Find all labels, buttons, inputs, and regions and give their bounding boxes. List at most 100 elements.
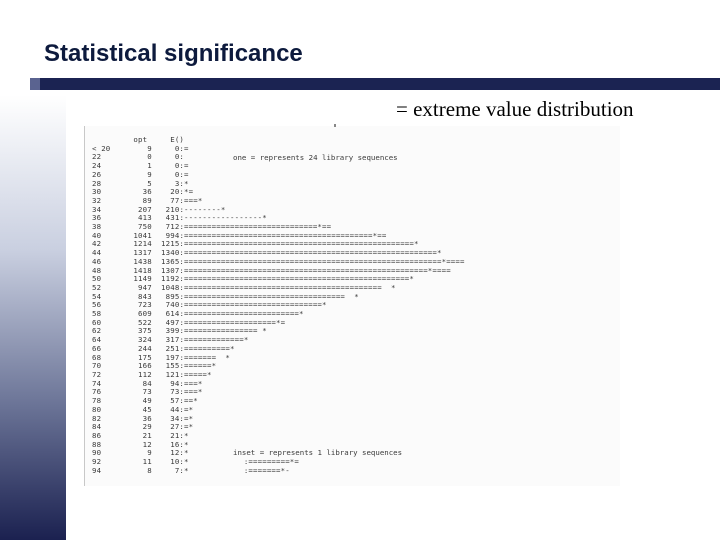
header-opt: opt bbox=[133, 135, 148, 144]
row-score: 60 bbox=[92, 317, 102, 327]
row-expected: 3 bbox=[174, 178, 180, 188]
row-score: 38 bbox=[92, 222, 102, 232]
histogram-row: 56 723 740:=============================… bbox=[92, 301, 465, 310]
row-expected: 155 bbox=[165, 361, 180, 371]
row-opt: 1214 bbox=[133, 239, 152, 249]
row-expected: 712 bbox=[165, 222, 180, 232]
row-score: 76 bbox=[92, 387, 102, 397]
histogram-row: 94 8 7:* :=======*- bbox=[92, 465, 465, 476]
row-bar: :===* bbox=[179, 195, 203, 205]
row-opt: 244 bbox=[138, 343, 152, 353]
row-bar: :* :=======*- bbox=[179, 465, 290, 475]
row-score: 32 bbox=[92, 195, 102, 205]
histogram-row: 92 11 10:* :=========*= bbox=[92, 457, 465, 467]
row-opt: 166 bbox=[138, 361, 152, 371]
title-bar-accent bbox=[30, 78, 40, 90]
row-opt: 36 bbox=[142, 413, 152, 423]
row-expected: 21 bbox=[170, 430, 180, 440]
histogram-row: 32 89 77:===* bbox=[92, 195, 465, 206]
row-opt: 723 bbox=[138, 300, 152, 310]
row-expected: 121 bbox=[165, 369, 180, 379]
left-gradient-panel bbox=[0, 95, 66, 540]
row-score: 42 bbox=[92, 239, 102, 249]
histogram-row: 48 1418 1307:===========================… bbox=[92, 265, 465, 276]
row-expected: 1048 bbox=[161, 282, 180, 292]
row-bar: :* bbox=[179, 430, 189, 440]
row-opt: 73 bbox=[142, 387, 152, 397]
row-bar: :====================*= bbox=[179, 317, 286, 327]
row-expected: 10 bbox=[170, 457, 180, 467]
row-opt: 609 bbox=[138, 309, 152, 319]
row-expected: 0 bbox=[174, 143, 180, 153]
row-expected: 0 bbox=[174, 161, 180, 171]
row-opt: 750 bbox=[138, 222, 152, 232]
row-opt: 29 bbox=[142, 422, 152, 432]
row-expected: 44 bbox=[170, 404, 180, 414]
row-bar: :=* bbox=[179, 413, 194, 423]
row-expected: 12 bbox=[170, 448, 180, 458]
histogram-row: 38 750 712:=============================… bbox=[92, 222, 465, 232]
row-score: 50 bbox=[92, 274, 102, 284]
row-score: < 20 bbox=[92, 143, 111, 153]
row-expected: 895 bbox=[165, 291, 180, 301]
row-bar: := bbox=[179, 169, 189, 179]
row-bar: :=====* bbox=[179, 369, 212, 379]
row-opt: 843 bbox=[138, 291, 152, 301]
row-opt: 1317 bbox=[133, 248, 152, 258]
row-expected: 1365 bbox=[161, 256, 180, 266]
row-opt: 207 bbox=[138, 204, 152, 214]
row-score: 82 bbox=[92, 413, 102, 423]
row-bar: :=================================== * bbox=[179, 291, 359, 301]
row-expected: 20 bbox=[170, 187, 180, 197]
histogram-row: 46 1438 1365:===========================… bbox=[92, 256, 465, 267]
row-score: 72 bbox=[92, 369, 102, 379]
row-bar: :=======================================… bbox=[179, 248, 442, 258]
slide-title: Statistical significance bbox=[44, 40, 303, 67]
histogram-row: 26 9 0:= bbox=[92, 169, 465, 180]
histogram-row: 52 947 1048:============================… bbox=[92, 282, 465, 293]
row-bar: :* :=========*= bbox=[179, 457, 300, 467]
row-opt: 21 bbox=[142, 430, 152, 440]
histogram-row: 40 1041 994:============================… bbox=[92, 230, 465, 241]
row-bar: :===* bbox=[179, 378, 203, 388]
row-opt: 413 bbox=[138, 213, 152, 223]
histogram-row: 62 375 399:================ * bbox=[92, 327, 465, 336]
histogram-row: 90 9 12:* bbox=[92, 448, 465, 458]
row-expected: 994 bbox=[165, 230, 180, 240]
histogram-row: 74 84 94:===* bbox=[92, 378, 465, 389]
row-bar: :* bbox=[179, 439, 189, 449]
row-bar: : bbox=[179, 152, 185, 162]
row-expected: 197 bbox=[165, 352, 180, 362]
row-bar: :=============================*== bbox=[179, 222, 332, 232]
row-expected: 94 bbox=[170, 378, 180, 388]
row-opt: 1 bbox=[147, 161, 152, 171]
row-score: 62 bbox=[92, 326, 102, 336]
row-opt: 5 bbox=[147, 178, 152, 188]
histogram-row: 68 175 197:======= * bbox=[92, 352, 465, 363]
row-bar: :=======================================… bbox=[179, 265, 451, 275]
histogram-row: 24 1 0:= bbox=[92, 161, 465, 171]
row-score: 24 bbox=[92, 161, 102, 171]
histogram-row: 42 1214 1215:===========================… bbox=[92, 240, 465, 249]
row-bar: :==========* bbox=[179, 343, 235, 353]
row-score: 84 bbox=[92, 422, 102, 432]
row-opt: 1149 bbox=[133, 274, 152, 284]
row-opt: 89 bbox=[142, 195, 152, 205]
row-bar: :=======================================… bbox=[179, 274, 414, 284]
row-opt: 522 bbox=[138, 317, 152, 327]
row-expected: 73 bbox=[170, 387, 180, 397]
row-expected: 0 bbox=[174, 169, 180, 179]
row-score: 46 bbox=[92, 256, 102, 266]
row-score: 36 bbox=[92, 213, 102, 223]
title-underline-bar bbox=[30, 78, 720, 90]
row-opt: 112 bbox=[138, 369, 152, 379]
histogram-panel bbox=[84, 126, 620, 486]
row-opt: 12 bbox=[142, 439, 152, 449]
histogram-row: 34 207 210:--------* bbox=[92, 204, 465, 215]
histogram-row: 76 73 73:===* bbox=[92, 388, 465, 397]
row-bar: :-----------------* bbox=[179, 213, 267, 223]
row-score: 68 bbox=[92, 352, 102, 362]
row-opt: 49 bbox=[142, 396, 152, 406]
row-opt: 8 bbox=[147, 465, 152, 475]
row-bar: :--------* bbox=[179, 204, 226, 214]
